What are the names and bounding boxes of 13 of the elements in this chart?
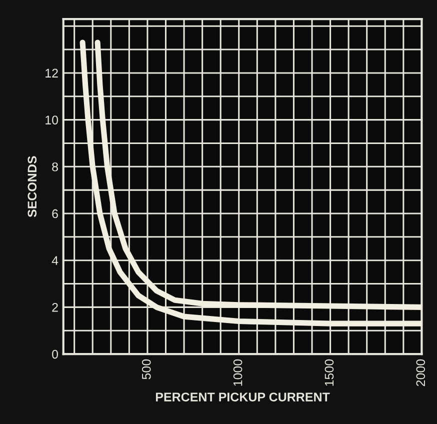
x-tick-label: 2000 bbox=[416, 359, 426, 386]
y-tick-label: 6 bbox=[52, 209, 58, 218]
y-tick-label: 4 bbox=[52, 256, 58, 265]
y-tick-label: 8 bbox=[52, 162, 58, 172]
y-tick-label: 0 bbox=[52, 350, 58, 359]
y-axis-title: SECONDS bbox=[28, 156, 37, 218]
x-tick-label: 1000 bbox=[233, 359, 242, 386]
x-tick-label: 1500 bbox=[324, 359, 334, 386]
y-tick-label: 2 bbox=[52, 302, 58, 312]
x-axis-title: PERCENT PICKUP CURRENT bbox=[156, 392, 330, 402]
y-tick-label: 12 bbox=[46, 68, 58, 78]
y-tick-label: 10 bbox=[46, 116, 58, 124]
x-tick-label: 500 bbox=[142, 359, 151, 380]
